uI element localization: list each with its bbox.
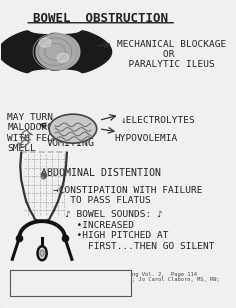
Text: ↓ELECTROLYTES: ↓ELECTROLYTES <box>121 116 195 125</box>
Circle shape <box>40 250 44 256</box>
Text: ABDOMINAL DISTENTION: ABDOMINAL DISTENTION <box>41 168 161 178</box>
Polygon shape <box>39 38 51 47</box>
Polygon shape <box>0 31 112 73</box>
Polygon shape <box>57 53 69 63</box>
Text: Reference:  Memory Notebook of Nursing Vol. 2,  Page 114
Authors: JoAnn Zerwekh,: Reference: Memory Notebook of Nursing Vo… <box>15 272 220 288</box>
Polygon shape <box>36 34 80 70</box>
FancyBboxPatch shape <box>10 270 131 296</box>
Text: MECHANICAL BLOCKAGE
        OR
  PARALYTIC ILEUS: MECHANICAL BLOCKAGE OR PARALYTIC ILEUS <box>117 39 226 69</box>
Text: MAY TURN
MALODOROUS
WITH FECAL
SMELL: MAY TURN MALODOROUS WITH FECAL SMELL <box>7 113 65 153</box>
Text: VOMITING: VOMITING <box>47 138 95 148</box>
Text: HYPOVOLEMIA: HYPOVOLEMIA <box>114 134 178 143</box>
Ellipse shape <box>49 114 97 143</box>
Text: BOWEL  OBSTRUCTION: BOWEL OBSTRUCTION <box>33 12 168 25</box>
Text: ♪ BOWEL SOUNDS: ♪
  •INCREASED
  •HIGH PITCHED AT
    FIRST...THEN GO SILENT: ♪ BOWEL SOUNDS: ♪ •INCREASED •HIGH PITCH… <box>65 210 215 251</box>
FancyBboxPatch shape <box>0 0 204 308</box>
Circle shape <box>38 246 47 260</box>
Text: →CONSTIPATION WITH FAILURE
   TO PASS FLATUS: →CONSTIPATION WITH FAILURE TO PASS FLATU… <box>53 186 202 205</box>
